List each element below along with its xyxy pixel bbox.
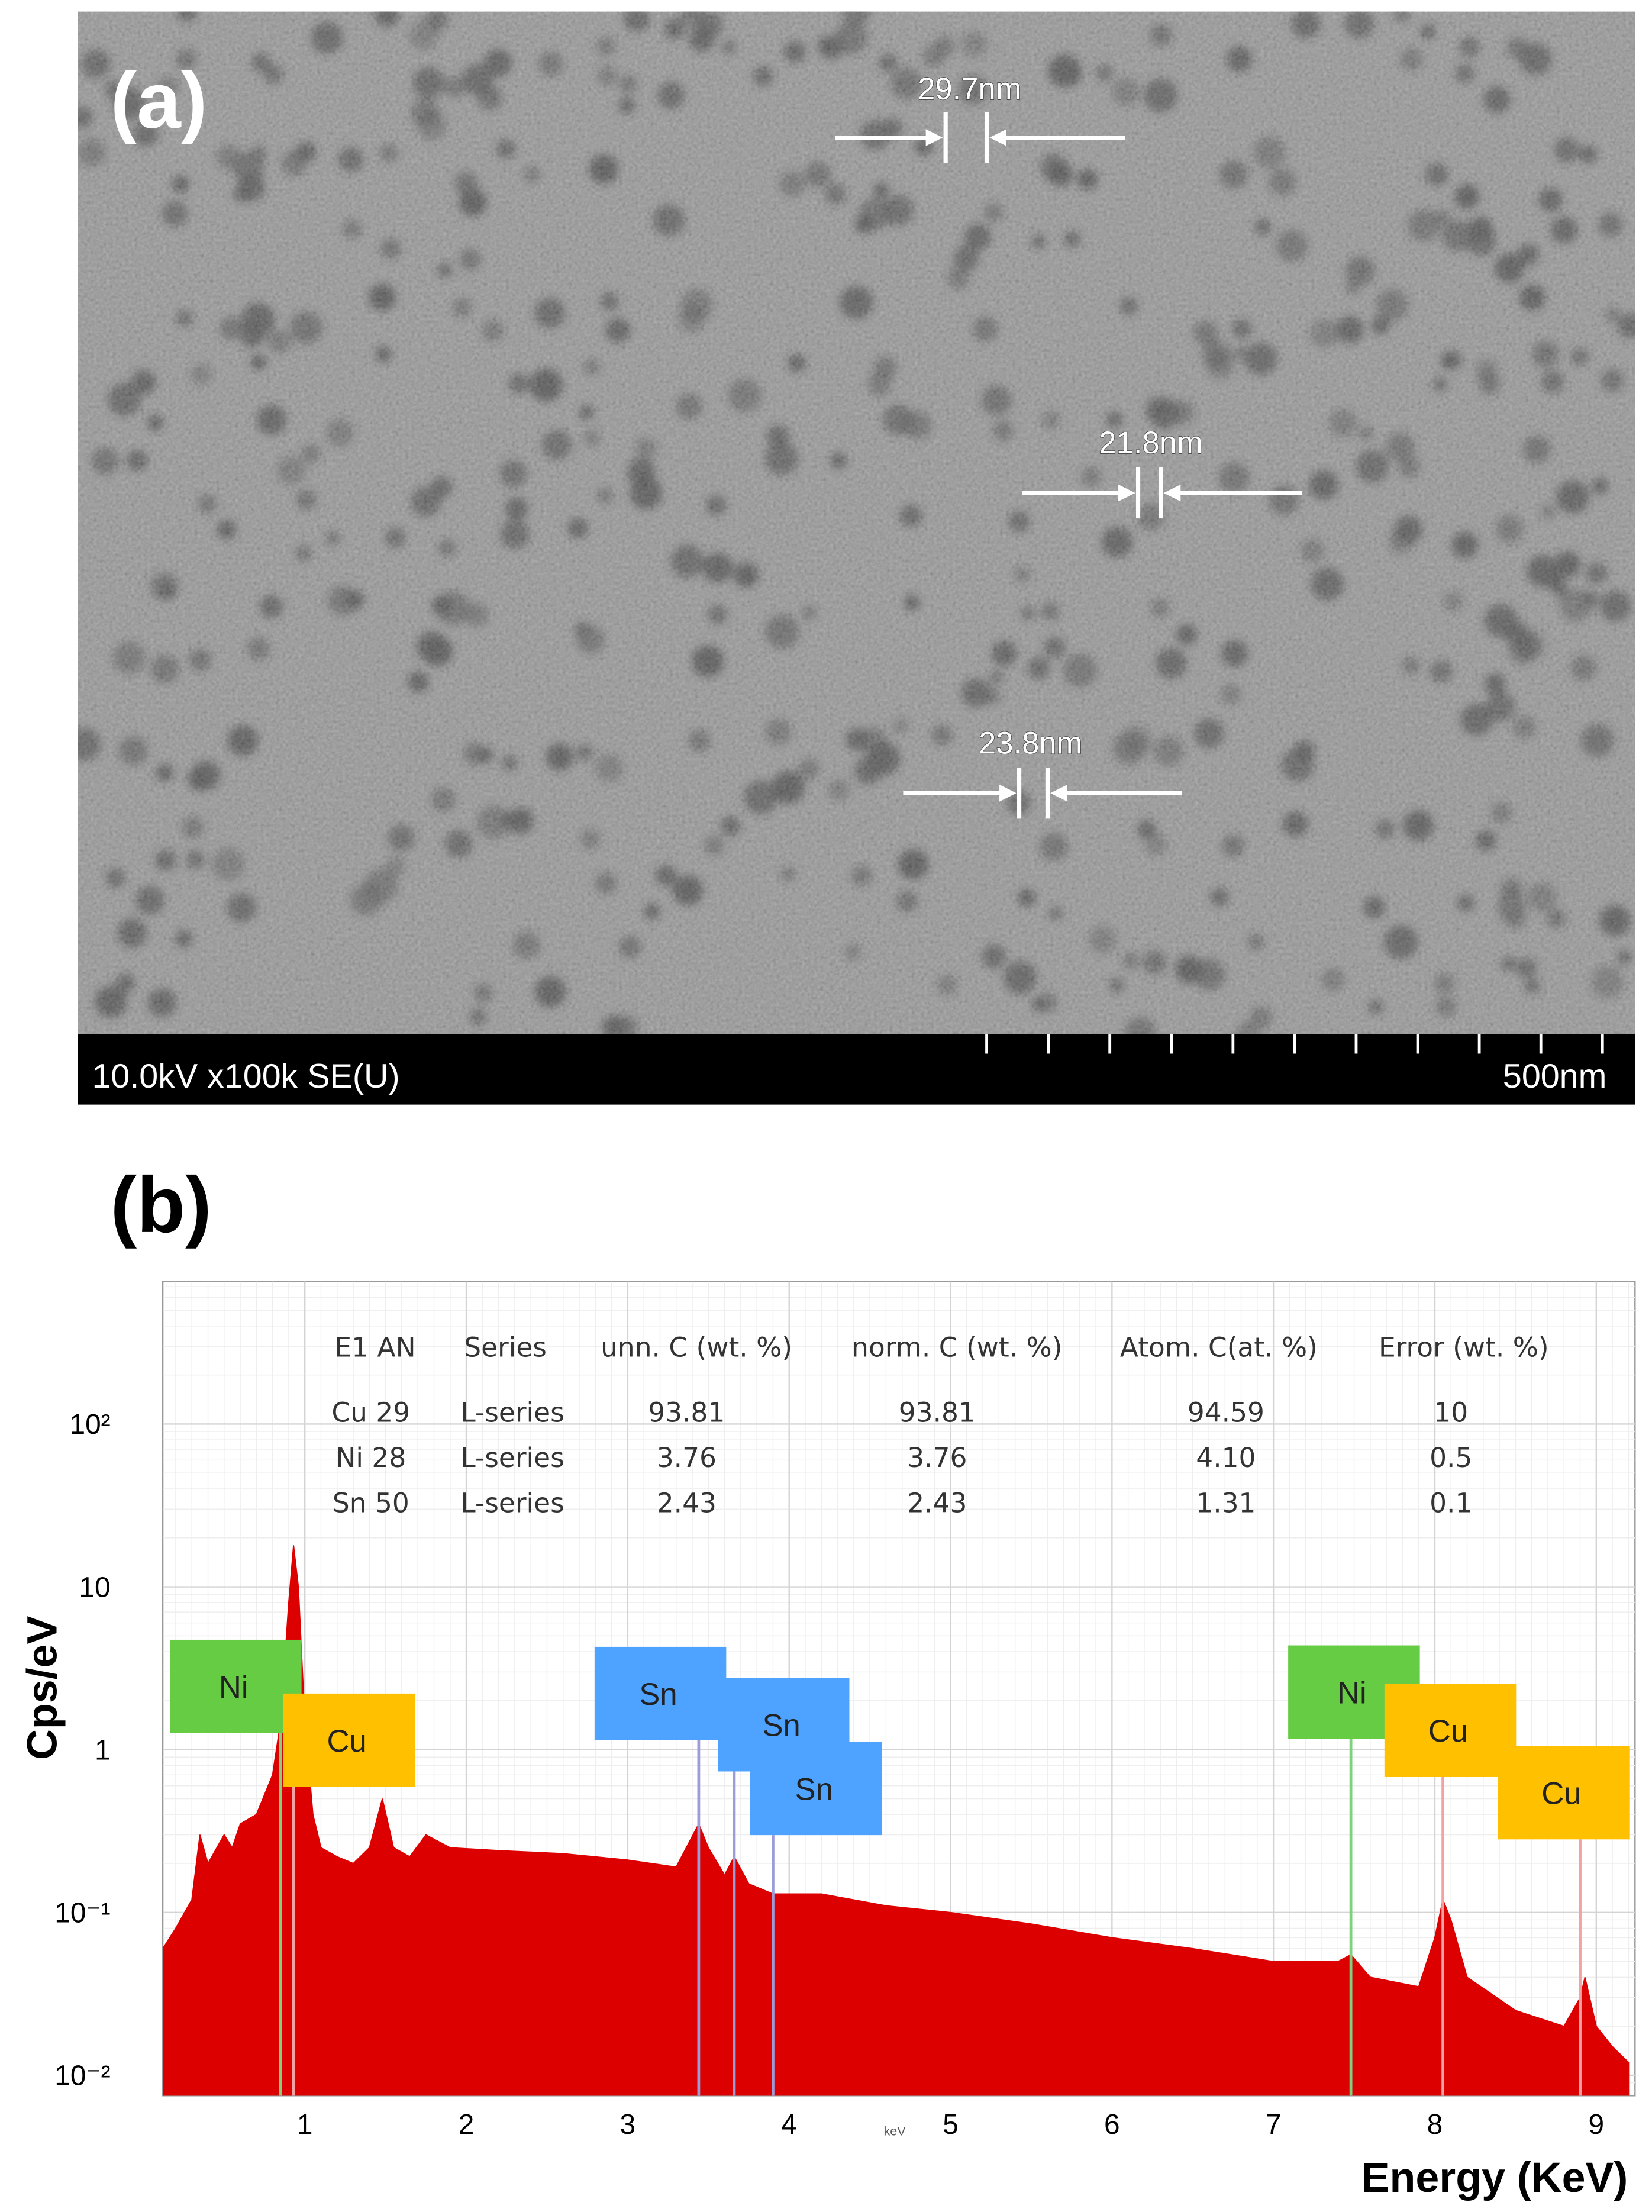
sem-noise (78, 11, 1635, 1034)
table-header: Error (wt. %) (1379, 1331, 1549, 1363)
x-tick-label: 1 (297, 2109, 313, 2140)
table-cell: 94.59 (1188, 1397, 1264, 1429)
table-cell: L-series (460, 1442, 564, 1473)
arrow-head (999, 784, 1017, 802)
x-tick-label: 9 (1589, 2109, 1605, 2140)
y-tick-label: 10 (79, 1572, 110, 1603)
axis-note: keV (883, 2124, 906, 2138)
table-cell: 3.76 (907, 1442, 967, 1473)
x-tick-label: 3 (620, 2109, 636, 2140)
x-tick-label: 8 (1427, 2109, 1443, 2140)
table-cell: 1.31 (1196, 1488, 1256, 1519)
peak-label: Sn (795, 1772, 833, 1807)
peak-box (1384, 1684, 1517, 1778)
sem-panel: 10.0kV x100k SE(U) 500nm (a) 29.7nm 21.8n… (78, 11, 1635, 1105)
y-tick-label: 10² (69, 1409, 110, 1440)
measurement-label: 21.8nm (1099, 425, 1203, 460)
peak-label: Ni (219, 1670, 249, 1705)
peak-box (1498, 1746, 1630, 1840)
table-cell: 93.81 (899, 1397, 976, 1429)
table-cell: L-series (460, 1397, 564, 1429)
composition-table: E1 AN Series unn. C (wt. %) norm. C (wt. %)… (331, 1331, 1548, 1518)
info-bar (78, 1033, 1635, 1105)
arrow-head (1050, 784, 1067, 802)
peak-label: Cu (1428, 1714, 1468, 1749)
table-cell: 2.43 (657, 1488, 717, 1519)
arrow-head (925, 129, 943, 146)
table-cell: Sn 50 (333, 1488, 409, 1519)
scale-label: 500nm (1503, 1057, 1607, 1095)
table-cell: 2.43 (907, 1488, 967, 1519)
table-cell: 4.10 (1196, 1442, 1256, 1473)
peak-label: Cu (1541, 1776, 1581, 1811)
table-cell: Cu 29 (331, 1397, 410, 1429)
x-tick-label: 5 (943, 2109, 959, 2140)
x-tick-label: 6 (1104, 2109, 1120, 2140)
table-cell: L-series (460, 1488, 564, 1519)
y-tick-label: 10⁻² (54, 2061, 110, 2092)
peak-label: Sn (762, 1708, 800, 1743)
peak-box (283, 1693, 415, 1787)
info-text: 10.0kV x100k SE(U) (92, 1057, 400, 1095)
peak-box (170, 1639, 302, 1733)
peak-label: Cu (327, 1724, 367, 1759)
arrow-head (1163, 484, 1181, 502)
table-cell: 3.76 (657, 1442, 717, 1473)
plot (163, 1545, 1630, 2096)
table-header: Atom. C(at. %) (1120, 1331, 1318, 1363)
table-header: E1 AN (334, 1331, 415, 1363)
peak-box (594, 1646, 727, 1740)
x-tick-label: 2 (459, 2109, 475, 2140)
table-cell: Ni 28 (335, 1442, 406, 1473)
x-axis-label: Energy (KeV) (1361, 2154, 1628, 2201)
table-cell: 10 (1434, 1397, 1468, 1429)
panel-label: (b) (111, 1161, 212, 1249)
arrow-head (989, 129, 1007, 146)
peak-label: Sn (639, 1677, 677, 1712)
x-tick-label: 7 (1266, 2109, 1282, 2140)
arrow-head (1118, 484, 1135, 502)
table-header: unn. C (wt. %) (601, 1331, 792, 1363)
table-header: norm. C (wt. %) (851, 1331, 1062, 1363)
measurement-label: 29.7nm (918, 72, 1022, 107)
peak-box (750, 1742, 882, 1836)
peak-label: Ni (1337, 1676, 1367, 1711)
measurement-label: 23.8nm (979, 725, 1083, 760)
annotations: Ni Cu Sn Sn Sn Ni Cu Cu (170, 1639, 1630, 2096)
spectrum (163, 1545, 1630, 2096)
table-header: Series (464, 1331, 547, 1363)
y-tick-label: 10⁻¹ (54, 1898, 110, 1929)
table-cell: 93.81 (648, 1397, 725, 1429)
x-tick-label: 4 (781, 2109, 797, 2140)
panel-label: (a) (111, 57, 208, 145)
eds-panel: (b) 1 2 3 4 5 6 7 8 9 10⁻² 10⁻¹ 1 10 10² E1 AN Series u… (19, 1161, 1636, 2201)
table-cell: 0.1 (1430, 1488, 1472, 1519)
table-cell: 0.5 (1430, 1442, 1472, 1473)
y-axis-label: Cps/eV (19, 1616, 66, 1760)
y-tick-label: 1 (95, 1734, 111, 1766)
